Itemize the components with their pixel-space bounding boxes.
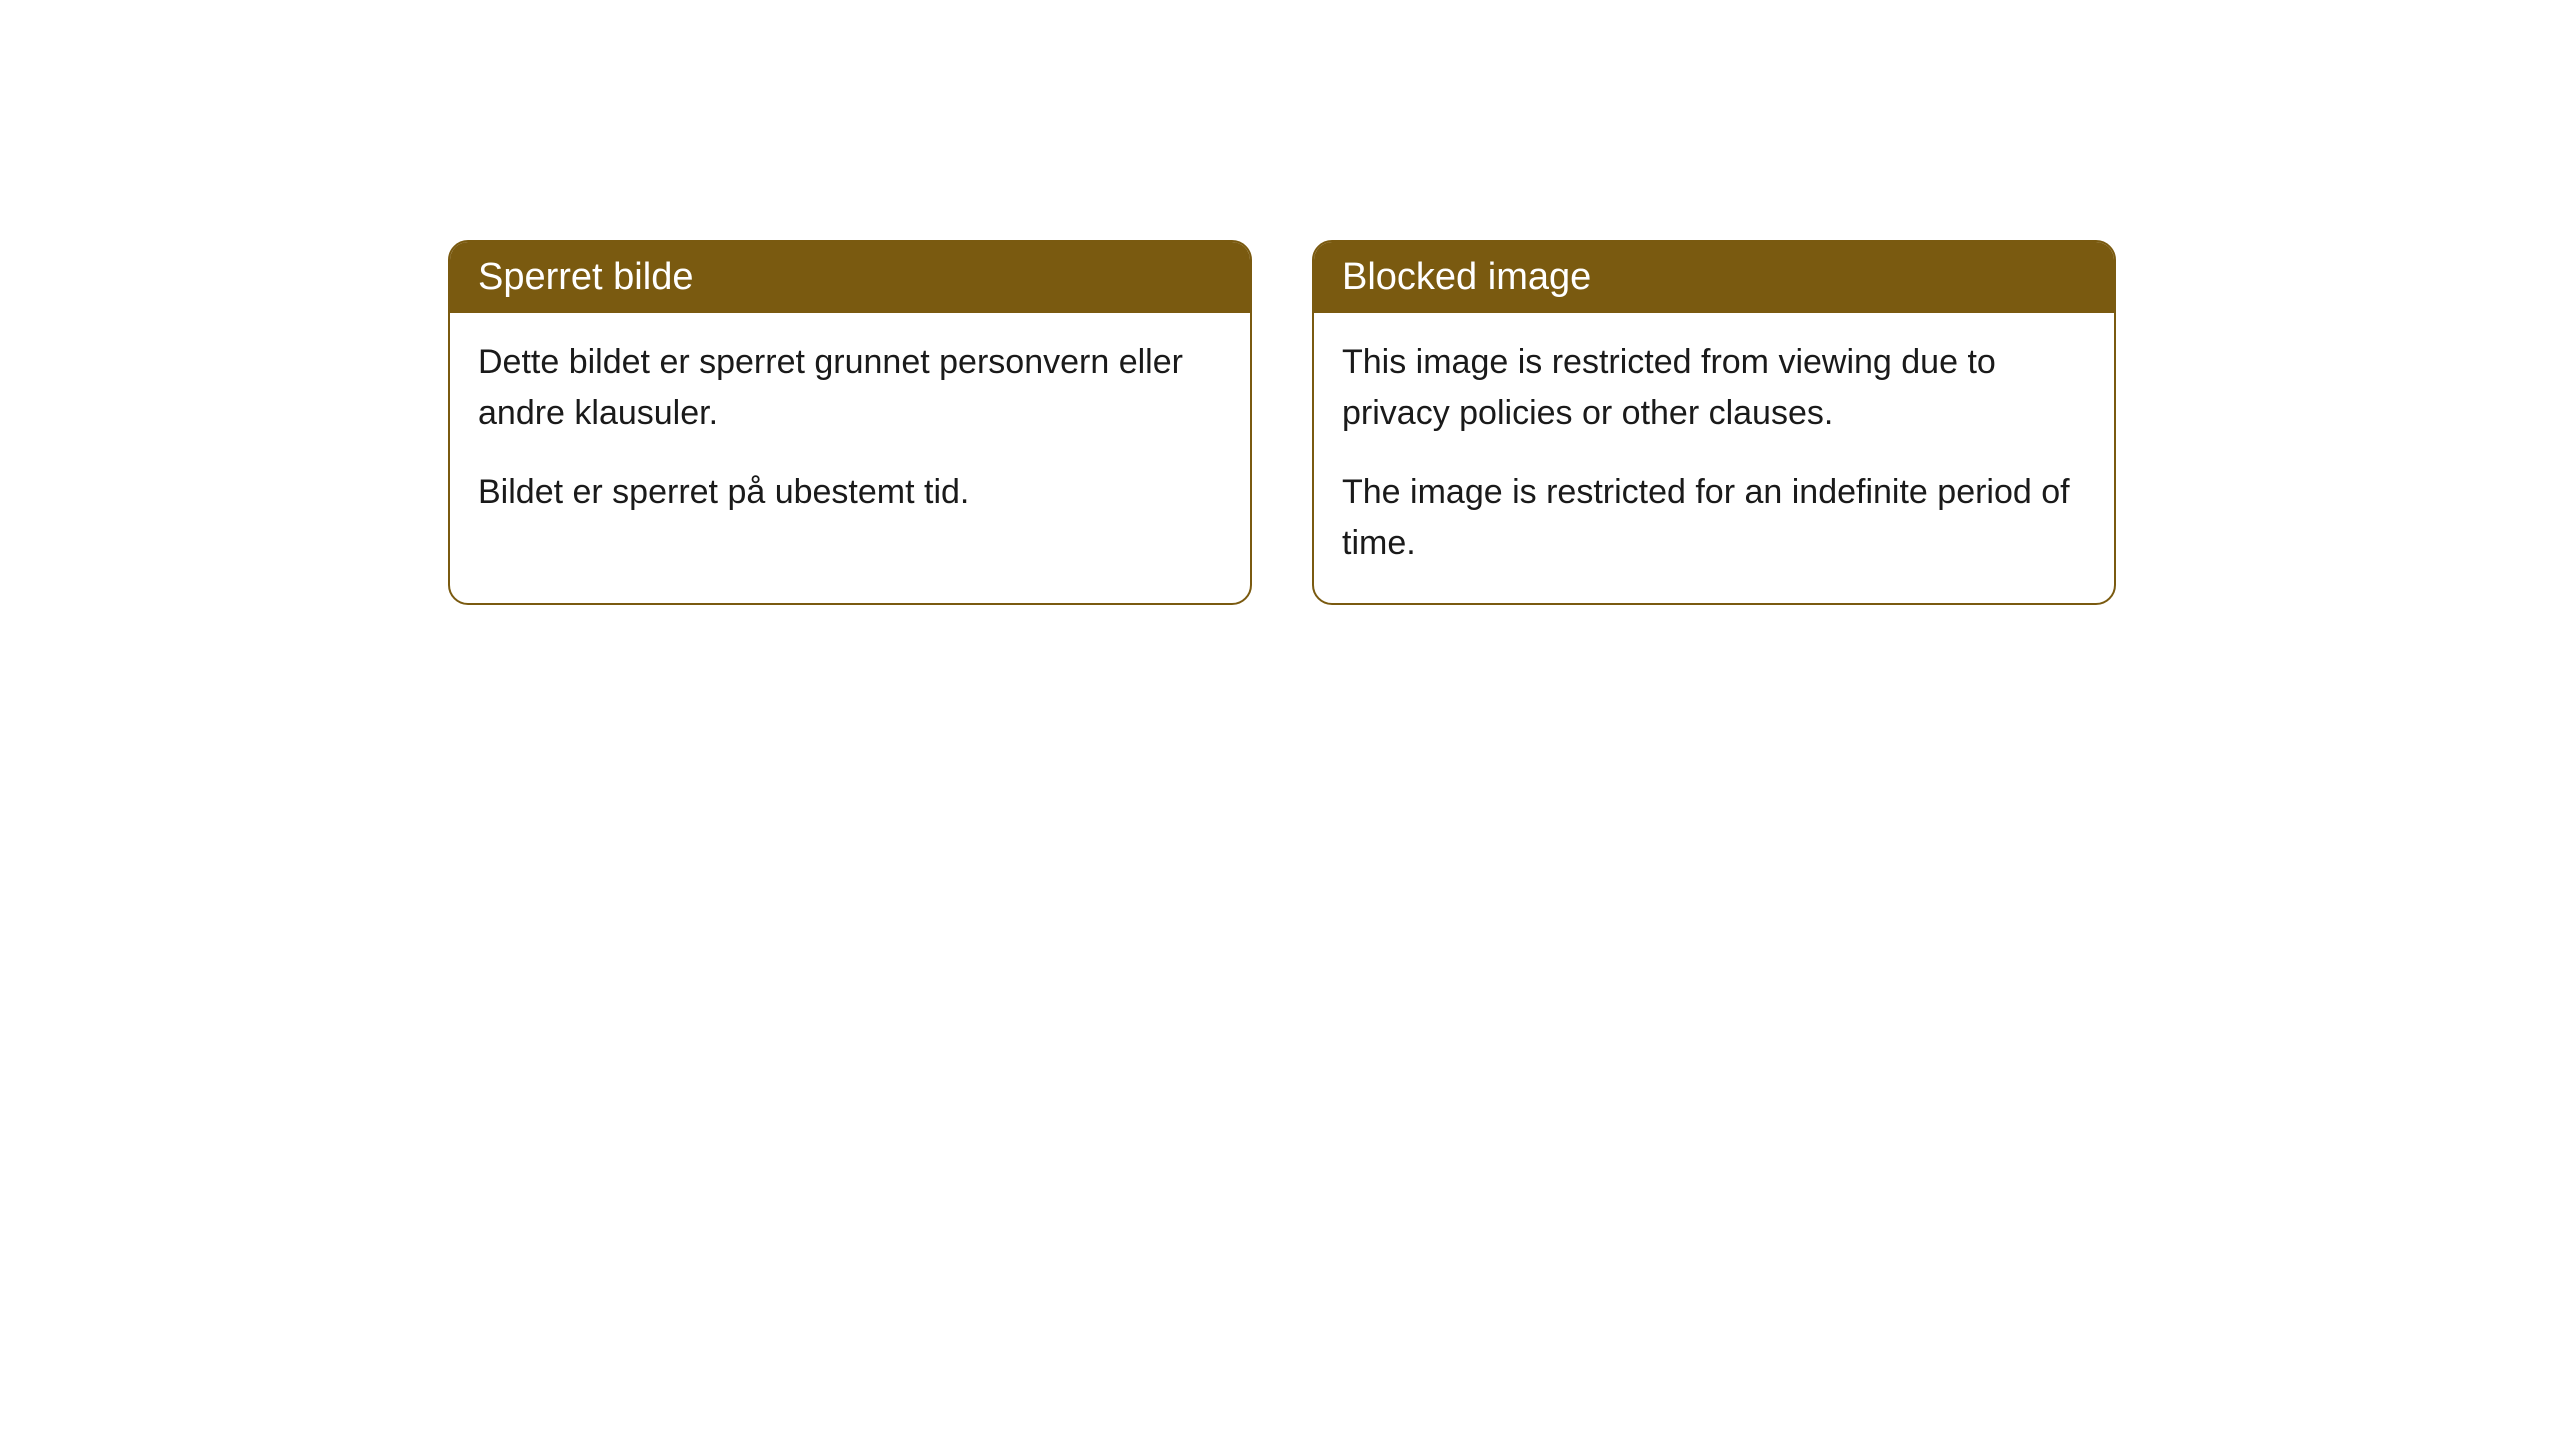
card-body-norwegian: Dette bildet er sperret grunnet personve…: [450, 313, 1250, 552]
card-paragraph-1-english: This image is restricted from viewing du…: [1342, 337, 2086, 439]
card-english: Blocked image This image is restricted f…: [1312, 240, 2116, 605]
card-paragraph-1-norwegian: Dette bildet er sperret grunnet personve…: [478, 337, 1222, 439]
card-header-norwegian: Sperret bilde: [450, 242, 1250, 313]
card-body-english: This image is restricted from viewing du…: [1314, 313, 2114, 603]
card-norwegian: Sperret bilde Dette bildet er sperret gr…: [448, 240, 1252, 605]
card-title-norwegian: Sperret bilde: [478, 256, 693, 298]
card-paragraph-2-english: The image is restricted for an indefinit…: [1342, 467, 2086, 569]
card-title-english: Blocked image: [1342, 256, 1591, 298]
card-header-english: Blocked image: [1314, 242, 2114, 313]
cards-container: Sperret bilde Dette bildet er sperret gr…: [448, 240, 2560, 605]
card-paragraph-2-norwegian: Bildet er sperret på ubestemt tid.: [478, 467, 1222, 518]
